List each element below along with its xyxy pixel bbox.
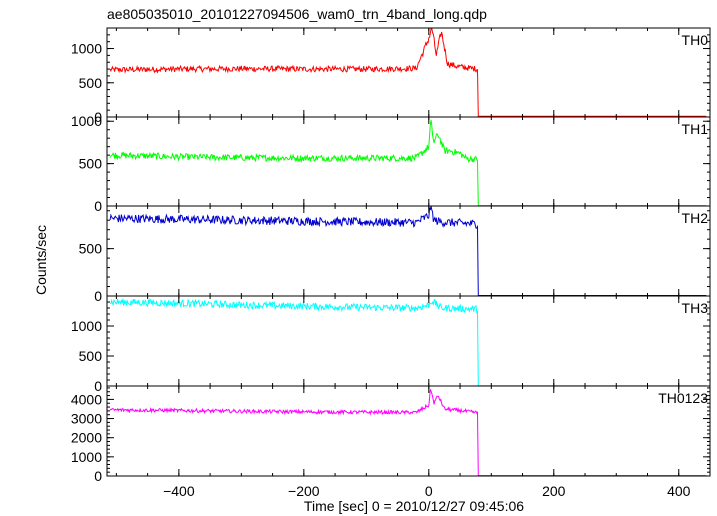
panel-frame xyxy=(106,295,711,387)
y-tick-label: 0 xyxy=(94,468,102,484)
series-line-th3 xyxy=(110,298,707,386)
series-line-th1 xyxy=(109,120,707,206)
panel-label-th2: TH2 xyxy=(682,210,709,226)
panel-th3: 0 500 1000 TH3 xyxy=(71,295,711,394)
panel-frame xyxy=(106,385,711,477)
panel-label-th0123: TH0123 xyxy=(658,390,708,406)
y-tick-label: 500 xyxy=(79,75,103,91)
y-tick-label: 4000 xyxy=(71,391,102,407)
y-tick-label: 0 xyxy=(94,109,102,125)
x-tick-label: 200 xyxy=(542,483,566,499)
y-tick-label: 1000 xyxy=(71,449,102,465)
x-tick-label: −200 xyxy=(288,483,320,499)
x-axis-title: Time [sec] 0 = 2010/12/27 09:45:06 xyxy=(304,498,524,514)
panel-frame xyxy=(106,27,711,118)
y-tick-label: 1000 xyxy=(71,113,102,129)
y-tick-label: 1000 xyxy=(71,41,102,57)
panel-label-th1: TH1 xyxy=(682,121,709,137)
panel-frame xyxy=(106,116,711,207)
panel-th0: 0 500 1000 TH0 xyxy=(71,27,711,125)
y-tick-label: 0 xyxy=(94,378,102,394)
chart-title: ae805035010_20101227094506_wam0_trn_4ban… xyxy=(107,6,487,22)
panel-th0123: 0 1000 2000 3000 4000 TH0123 xyxy=(71,385,711,484)
y-tick-label: 500 xyxy=(79,348,103,364)
x-tick-label: 400 xyxy=(667,483,691,499)
series-line-th0123 xyxy=(109,389,707,476)
y-tick-label: 500 xyxy=(79,156,103,172)
y-axis-title: Counts/sec xyxy=(33,225,49,295)
panel-th1: 0 500 1000 TH1 xyxy=(71,113,711,214)
y-tick-label: 2000 xyxy=(71,430,102,446)
panel-th2: 0 500 TH2 xyxy=(79,205,711,304)
y-tick-label: 0 xyxy=(94,198,102,214)
series-line-th2 xyxy=(109,206,707,296)
x-tick-label: −400 xyxy=(163,483,195,499)
y-tick-label: 500 xyxy=(79,241,103,257)
panels-group: 0 500 1000 TH0 0 500 1000 TH1 0 500 TH2 0 500 1000 TH3… xyxy=(71,27,711,499)
x-tick-label: 0 xyxy=(425,483,433,499)
y-tick-label: 1000 xyxy=(71,318,102,334)
y-tick-label: 3000 xyxy=(71,411,102,427)
panel-label-th3: TH3 xyxy=(682,300,709,316)
panel-label-th0: TH0 xyxy=(682,32,709,48)
y-tick-label: 0 xyxy=(94,288,102,304)
series-line-th0 xyxy=(109,28,707,117)
